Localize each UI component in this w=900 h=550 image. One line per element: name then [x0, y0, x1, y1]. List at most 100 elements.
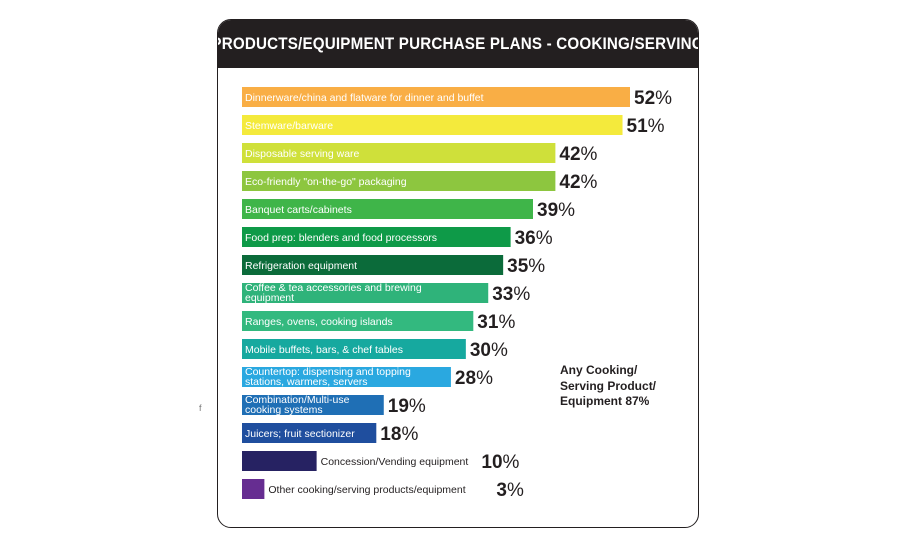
value-label: 39% [537, 200, 575, 221]
value-label: 36% [515, 228, 553, 249]
bar [242, 255, 504, 275]
value-unit: % [401, 424, 418, 445]
annotation-line: Equipment 87% [560, 394, 650, 408]
bar-label-line: Countertop: dispensing and topping [245, 366, 411, 378]
value-label: 51% [627, 116, 665, 137]
bar-row: Food prep: blenders and food processors 3… [242, 227, 553, 249]
bar-label: Ranges, ovens, cooking islands [245, 316, 393, 328]
bar-row: Stemware/barware 51% [242, 115, 665, 137]
bar-label: Disposable serving ware [245, 148, 360, 160]
value-number: 39 [537, 200, 558, 221]
value-unit: % [491, 340, 508, 361]
value-label: 30% [470, 340, 508, 361]
bar-row: Mobile buffets, bars, & chef tables 30% [242, 339, 508, 361]
bar [242, 171, 556, 191]
bar [242, 143, 556, 163]
bar [242, 479, 265, 499]
value-unit: % [409, 396, 426, 417]
bar-label: Juicers; fruit sectionizer [245, 428, 355, 440]
value-unit: % [513, 284, 530, 305]
bar-row: Refrigeration equipment 35% [242, 255, 545, 277]
bar-label-line: Coffee & tea accessories and brewing [245, 282, 422, 294]
bar-label-line: Combination/Multi-use [245, 394, 350, 406]
value-unit: % [581, 172, 598, 193]
value-number: 52 [634, 88, 655, 109]
value-label: 42% [559, 172, 597, 193]
value-number: 36 [515, 228, 536, 249]
annotation-any-cooking: Any Cooking/ Serving Product/ Equipment … [560, 363, 690, 410]
value-unit: % [528, 256, 545, 277]
value-label: 19% [388, 396, 426, 417]
bar-row: Coffee & tea accessories and brewing equi… [242, 282, 530, 305]
value-unit: % [536, 228, 553, 249]
bar-label: Eco-friendly "on-the-go" packaging [245, 176, 407, 188]
bar-label: Stemware/barware [245, 120, 333, 132]
value-number: 35 [507, 256, 529, 277]
bar [242, 339, 466, 359]
bar [242, 367, 451, 387]
bar-label-line: stations, warmers, servers [245, 376, 368, 388]
value-label: 31% [477, 312, 515, 333]
value-number: 30 [470, 340, 491, 361]
bar-row: Banquet carts/cabinets 39% [242, 199, 575, 221]
bar-label: Coffee & tea accessories and brewing equi… [245, 282, 422, 304]
value-label: 42% [559, 144, 597, 165]
bar-chart: Dinnerware/china and flatware for dinner… [242, 87, 672, 501]
bar-row: Combination/Multi-use cooking systems 19% [242, 394, 426, 417]
value-label: 10% [481, 452, 519, 473]
bar [242, 311, 474, 331]
stray-mark: f [199, 403, 202, 413]
bar [242, 199, 533, 219]
annotation-line: Serving Product/ [560, 378, 657, 393]
value-label: 18% [380, 424, 418, 445]
bar-label: Other cooking/serving products/equipment [268, 484, 465, 496]
value-number: 10 [481, 452, 502, 473]
bar-label: Mobile buffets, bars, & chef tables [245, 344, 403, 356]
bar-row: Eco-friendly "on-the-go" packaging 42% [242, 171, 598, 193]
bar-row: Juicers; fruit sectionizer 18% [242, 423, 418, 445]
value-number: 42 [559, 144, 580, 165]
value-label: 33% [492, 284, 530, 305]
bar-row: Concession/Vending equipment 10% [242, 451, 520, 473]
bar-label: Concession/Vending equipment [321, 456, 469, 468]
value-number: 28 [455, 368, 476, 389]
chart-title: PRODUCTS/EQUIPMENT PURCHASE PLANS - COOK… [217, 34, 699, 53]
chart-card: PRODUCTS/EQUIPMENT PURCHASE PLANS - COOK… [217, 19, 699, 528]
value-unit: % [507, 480, 524, 501]
bar-row: Disposable serving ware 42% [242, 143, 598, 165]
bar-label: Combination/Multi-use cooking systems [245, 394, 350, 416]
bar-row: Ranges, ovens, cooking islands 31% [242, 311, 515, 333]
bar-label: Countertop: dispensing and topping statio… [245, 366, 411, 388]
bar-label: Banquet carts/cabinets [245, 204, 352, 216]
value-number: 51 [627, 116, 649, 137]
bar [242, 283, 489, 303]
bar [242, 451, 317, 471]
bar [242, 115, 623, 135]
value-number: 33 [492, 284, 513, 305]
value-unit: % [476, 368, 493, 389]
value-label: 28% [455, 368, 493, 389]
chart-title-bar: PRODUCTS/EQUIPMENT PURCHASE PLANS - COOK… [218, 20, 698, 68]
bar [242, 423, 377, 443]
bar [242, 395, 384, 415]
bar [242, 227, 511, 247]
value-label: 52% [634, 88, 672, 109]
annotation-line: Any Cooking/ [560, 363, 638, 377]
value-number: 42 [559, 172, 580, 193]
value-unit: % [581, 144, 598, 165]
bar-label: Dinnerware/china and flatware for dinner… [245, 92, 484, 104]
value-unit: % [498, 312, 515, 333]
value-unit: % [503, 452, 520, 473]
bar-label: Refrigeration equipment [245, 260, 357, 272]
value-label: 3% [496, 480, 524, 501]
value-unit: % [558, 200, 575, 221]
value-label: 35% [507, 256, 545, 277]
value-unit: % [655, 88, 672, 109]
value-number: 31 [477, 312, 499, 333]
value-number: 18 [380, 424, 401, 445]
bar-label-line: equipment [245, 292, 294, 304]
bar-row: Dinnerware/china and flatware for dinner… [242, 87, 672, 109]
bar-row: Other cooking/serving products/equipment… [242, 479, 524, 501]
bar-label-line: cooking systems [245, 404, 323, 416]
value-number: 19 [388, 396, 409, 417]
